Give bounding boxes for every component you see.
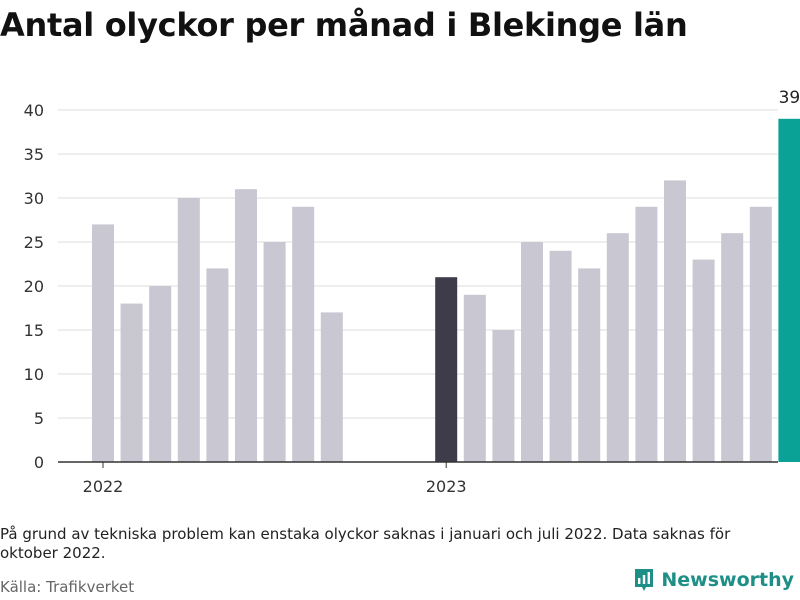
bar-2023-01: [435, 277, 458, 462]
bar-2023-12: [749, 206, 772, 462]
y-tick-label: 40: [24, 101, 44, 120]
y-tick-label: 30: [24, 189, 44, 208]
bar-2022-07: [263, 242, 286, 462]
bar-2022-03: [149, 286, 172, 462]
y-tick-label: 10: [24, 365, 44, 384]
bar-chart: 0 5 10 15 20 25 30 35 40 2022 2023 39: [24, 88, 800, 496]
bar-2023-06: [578, 268, 601, 462]
x-tick-label: 2022: [83, 477, 124, 496]
bar-2023-11: [721, 233, 744, 462]
bar-2023-02: [463, 294, 486, 462]
bar-2022-02: [120, 303, 143, 462]
bar-chart-logo-icon: [635, 569, 654, 591]
bar-2023-05: [549, 250, 572, 462]
brand-name: Newsworthy: [661, 569, 794, 591]
data-label: 39: [779, 88, 800, 108]
y-tick-label: 25: [24, 233, 44, 252]
chart-footnote: På grund av tekniska problem kan enstaka…: [0, 525, 731, 562]
y-tick-label: 5: [34, 409, 44, 428]
y-tick-label: 0: [34, 453, 44, 472]
x-tick-label: 2023: [426, 477, 467, 496]
bar-2023-07: [606, 233, 629, 462]
bar-2023-08: [635, 206, 658, 462]
bar-2023-03: [492, 330, 515, 462]
bar-2023-09: [664, 180, 686, 462]
bar-2022-01: [92, 224, 114, 462]
y-tick-label: 20: [24, 277, 44, 296]
y-tick-label: 35: [24, 145, 44, 164]
bar-2024-01: [778, 118, 800, 463]
bar-2022-08: [292, 206, 315, 462]
source-credit: Källa: Trafikverket: [0, 578, 135, 596]
bar-2022-09: [320, 312, 343, 462]
bar-2023-10: [692, 259, 715, 462]
bar-2022-05: [206, 268, 229, 462]
newsworthy-logo[interactable]: Newsworthy: [633, 567, 794, 593]
bar-2023-04: [521, 242, 543, 462]
bar-2022-04: [177, 198, 200, 462]
y-tick-label: 15: [24, 321, 44, 340]
bar-2022-06: [235, 189, 257, 462]
chart-title: Antal olyckor per månad i Blekinge län: [0, 6, 688, 44]
